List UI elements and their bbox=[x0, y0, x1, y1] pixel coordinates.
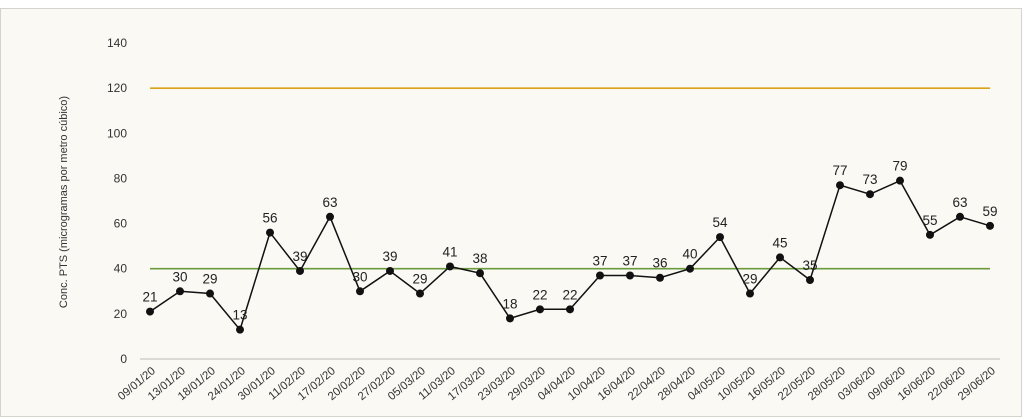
data-point bbox=[356, 287, 364, 296]
data-label: 40 bbox=[682, 247, 697, 262]
data-series: 21 30 29 13 56 39 63 30 39 29 41 38 18 22 22 37 37 36 40 54… bbox=[142, 159, 998, 334]
data-label: 39 bbox=[382, 249, 397, 264]
data-label: 13 bbox=[232, 308, 247, 323]
data-label: 54 bbox=[712, 215, 728, 230]
data-point bbox=[326, 212, 334, 221]
data-point bbox=[866, 190, 874, 199]
data-point bbox=[446, 262, 454, 271]
y-axis-ticks: 0 20 40 60 80 100 120 140 bbox=[107, 36, 127, 366]
data-point bbox=[626, 271, 634, 280]
data-point bbox=[836, 181, 844, 190]
data-label: 38 bbox=[472, 251, 487, 266]
data-label: 63 bbox=[322, 195, 337, 210]
data-label: 29 bbox=[202, 272, 217, 287]
data-point bbox=[896, 176, 904, 185]
y-tick-label: 80 bbox=[114, 171, 128, 185]
data-label: 79 bbox=[892, 159, 907, 174]
data-label: 18 bbox=[502, 296, 517, 311]
data-label: 63 bbox=[952, 195, 967, 210]
data-label: 73 bbox=[862, 172, 877, 187]
data-point bbox=[206, 289, 214, 298]
data-label: 22 bbox=[562, 287, 577, 302]
data-point bbox=[386, 266, 394, 275]
data-label: 77 bbox=[832, 163, 847, 178]
chart-background bbox=[0, 8, 1022, 417]
data-point bbox=[506, 314, 514, 323]
data-label: 21 bbox=[142, 290, 157, 305]
data-label: 59 bbox=[982, 204, 997, 219]
data-label: 35 bbox=[802, 258, 817, 273]
y-tick-label: 120 bbox=[107, 81, 127, 95]
data-point bbox=[266, 228, 274, 237]
data-label: 55 bbox=[922, 213, 937, 228]
data-label: 30 bbox=[352, 269, 367, 284]
data-point bbox=[476, 269, 484, 278]
y-tick-label: 140 bbox=[107, 36, 127, 50]
data-point bbox=[686, 264, 694, 273]
data-label: 29 bbox=[742, 272, 757, 287]
data-point bbox=[176, 287, 184, 296]
data-point bbox=[746, 289, 754, 298]
data-label: 45 bbox=[772, 235, 787, 250]
data-label: 37 bbox=[592, 253, 607, 268]
data-point bbox=[776, 253, 784, 262]
y-axis-label: Conc. PTS (microgramas por metro cúbico) bbox=[58, 96, 70, 308]
data-point bbox=[806, 276, 814, 284]
data-point bbox=[536, 305, 544, 314]
y-tick-label: 40 bbox=[114, 262, 128, 276]
data-point bbox=[986, 221, 994, 230]
data-point bbox=[716, 233, 724, 242]
data-point bbox=[566, 305, 574, 314]
data-label: 39 bbox=[292, 249, 307, 264]
data-point bbox=[596, 271, 604, 280]
data-label: 22 bbox=[532, 287, 547, 302]
data-point bbox=[146, 307, 154, 316]
reference-lines bbox=[150, 87, 990, 270]
data-label: 56 bbox=[262, 211, 277, 226]
data-point bbox=[656, 273, 664, 282]
data-point bbox=[236, 325, 244, 334]
data-label: 37 bbox=[622, 253, 637, 268]
data-point bbox=[416, 289, 424, 298]
data-point bbox=[926, 230, 934, 239]
y-tick-label: 60 bbox=[114, 217, 128, 231]
data-label: 36 bbox=[652, 256, 667, 271]
data-point bbox=[296, 266, 304, 275]
y-tick-label: 20 bbox=[114, 307, 128, 321]
data-label: 29 bbox=[412, 272, 427, 287]
data-point bbox=[956, 212, 964, 221]
data-label: 41 bbox=[442, 244, 457, 259]
y-tick-label: 100 bbox=[107, 126, 127, 140]
y-tick-label: 0 bbox=[120, 352, 127, 366]
data-label: 30 bbox=[172, 269, 187, 284]
